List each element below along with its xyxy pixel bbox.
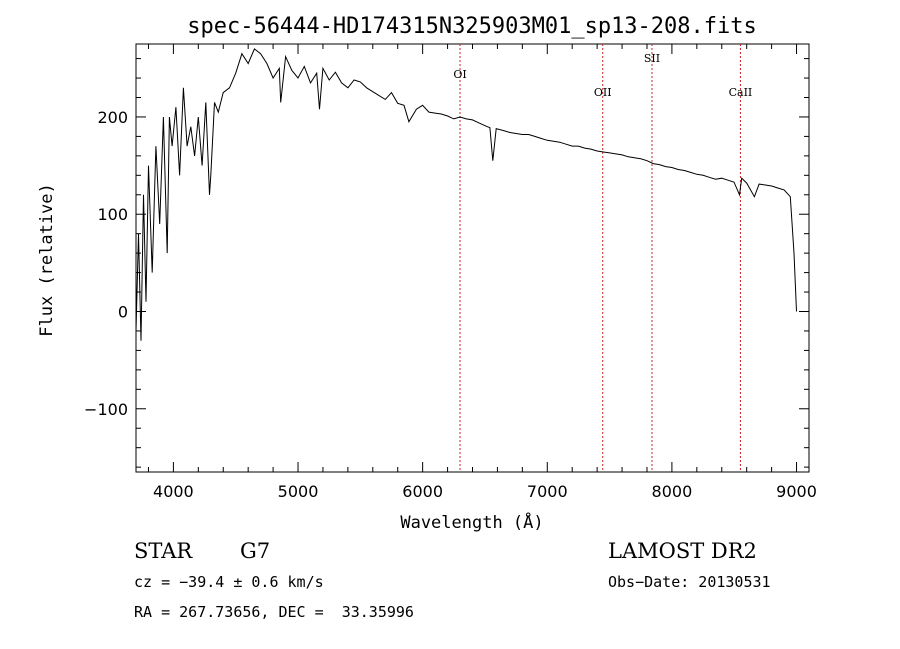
x-tick-label: 5000 (278, 482, 319, 501)
y-axis-label: Flux (relative) (37, 183, 57, 337)
y-tick-label: 200 (97, 108, 128, 127)
plot-frame (135, 43, 810, 473)
object-subclass: G7 (240, 539, 271, 563)
marker-label: SII (644, 52, 660, 65)
x-tick-label: 8000 (652, 482, 693, 501)
object-type: STAR (134, 539, 193, 563)
spectrum-series-line (135, 48, 797, 341)
y-tick-label: −100 (84, 400, 128, 419)
marker-label: CaII (729, 86, 753, 99)
redshift-cz: cz = −39.4 ± 0.6 km/s (134, 573, 324, 591)
marker-label: OII (594, 86, 612, 99)
axis-ticks: 4000 5000 6000 7000 8000 9000 −100 0 100 200 (84, 44, 817, 501)
x-axis-label: Wavelength (Å) (400, 511, 543, 533)
chart-title: spec-56444-HD174315N325903M01_sp13-208.f… (187, 14, 757, 39)
y-tick-label: 0 (118, 303, 128, 322)
coordinates: RA = 267.73656, DEC = 33.35996 (134, 603, 414, 621)
x-tick-label: 6000 (402, 482, 443, 501)
x-tick-label: 9000 (776, 482, 817, 501)
observation-date: Obs−Date: 20130531 (608, 573, 771, 591)
line-markers: OI OII SII CaII (453, 44, 752, 472)
marker-label: OI (453, 68, 466, 81)
x-tick-label: 7000 (527, 482, 568, 501)
survey-name: LAMOST DR2 (608, 539, 757, 563)
x-tick-label: 4000 (153, 482, 194, 501)
y-tick-label: 100 (97, 205, 128, 224)
